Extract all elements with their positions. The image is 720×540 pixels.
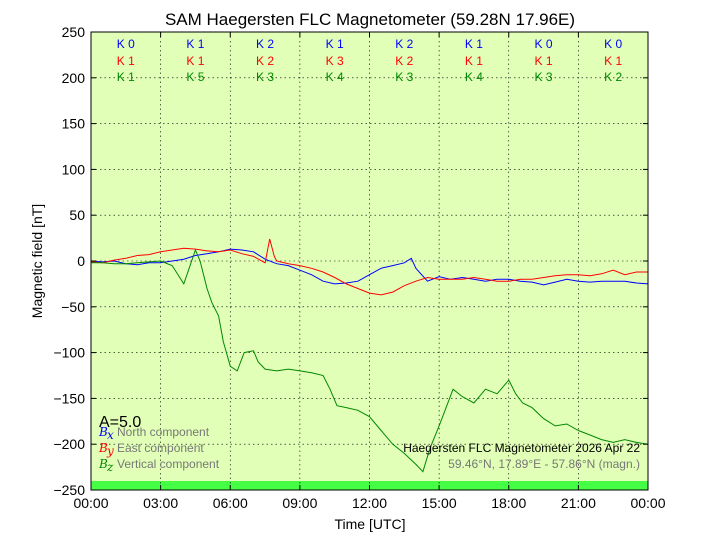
k-index-label: K 1 (186, 54, 204, 68)
k-index-label: K 1 (186, 37, 204, 51)
station-coordinates: 59.46°N, 17.89°E - 57.86°N (magn.) (448, 457, 640, 471)
y-tick-label: −50 (61, 299, 85, 315)
k-index-label: K 3 (535, 70, 553, 84)
k-index-label: K 3 (395, 70, 413, 84)
a-index-label: A=5.0 (99, 414, 141, 431)
legend-subscript: x (107, 428, 114, 442)
x-tick-label: 06:00 (213, 495, 248, 511)
k-index-label: K 2 (395, 37, 413, 51)
k-index-label: K 1 (604, 54, 622, 68)
station-annotation: Haegersten FLC Magnetometer 2026 Apr 22 (403, 441, 640, 455)
k-index-label: K 2 (256, 37, 274, 51)
k-index-label: K 1 (535, 54, 553, 68)
y-tick-label: −250 (53, 482, 85, 498)
k-index-label: K 3 (326, 54, 344, 68)
legend-symbol: B (98, 441, 108, 455)
k-index-label: K 3 (256, 70, 274, 84)
y-tick-label: 200 (62, 70, 86, 86)
k-index-label: K 1 (117, 54, 135, 68)
legend-symbol: B (98, 457, 108, 471)
y-tick-label: 250 (62, 24, 86, 40)
legend-label: East component (117, 441, 204, 455)
k-index-label: K 1 (326, 37, 344, 51)
x-axis-label: Time [UTC] (334, 516, 405, 532)
y-tick-label: −200 (53, 436, 85, 452)
y-tick-label: −100 (53, 345, 85, 361)
k-index-label: K 0 (117, 37, 135, 51)
y-tick-label: 0 (77, 253, 85, 269)
k-index-label: K 2 (604, 70, 622, 84)
x-tick-label: 12:00 (352, 495, 387, 511)
series-line (91, 248, 649, 473)
series-line (90, 248, 649, 286)
legend-subscript: y (106, 444, 114, 458)
k-index-label: K 4 (465, 70, 483, 84)
legend-subscript: z (106, 460, 114, 474)
y-axis-label: Magnetic field [nT] (29, 204, 45, 318)
x-tick-label: 09:00 (282, 495, 317, 511)
x-tick-label: 00:00 (73, 495, 108, 511)
x-tick-label: 18:00 (491, 495, 526, 511)
k-index-label: K 4 (326, 70, 344, 84)
y-tick-label: −150 (53, 390, 85, 406)
legend-label: North component (117, 425, 210, 439)
legend-label: Vertical component (117, 457, 220, 471)
k-index-label: K 1 (465, 54, 483, 68)
k-index-label: K 2 (395, 54, 413, 68)
k-index-label: K 1 (117, 70, 135, 84)
y-tick-label: 50 (69, 207, 85, 223)
k-index-label: K 0 (604, 37, 622, 51)
k-index-label: K 5 (186, 70, 204, 84)
k-index-label: K 2 (256, 54, 274, 68)
legend-symbol: B (98, 425, 108, 439)
k-index-label: K 0 (535, 37, 553, 51)
y-tick-label: 100 (62, 161, 86, 177)
x-tick-label: 21:00 (561, 495, 596, 511)
y-tick-label: 150 (62, 116, 86, 132)
x-tick-label: 15:00 (422, 495, 457, 511)
k-index-label: K 1 (465, 37, 483, 51)
x-tick-label: 00:00 (630, 495, 665, 511)
series-line (90, 238, 648, 296)
x-tick-label: 03:00 (143, 495, 178, 511)
chart-title: SAM Haegersten FLC Magnetometer (59.28N … (165, 10, 575, 29)
